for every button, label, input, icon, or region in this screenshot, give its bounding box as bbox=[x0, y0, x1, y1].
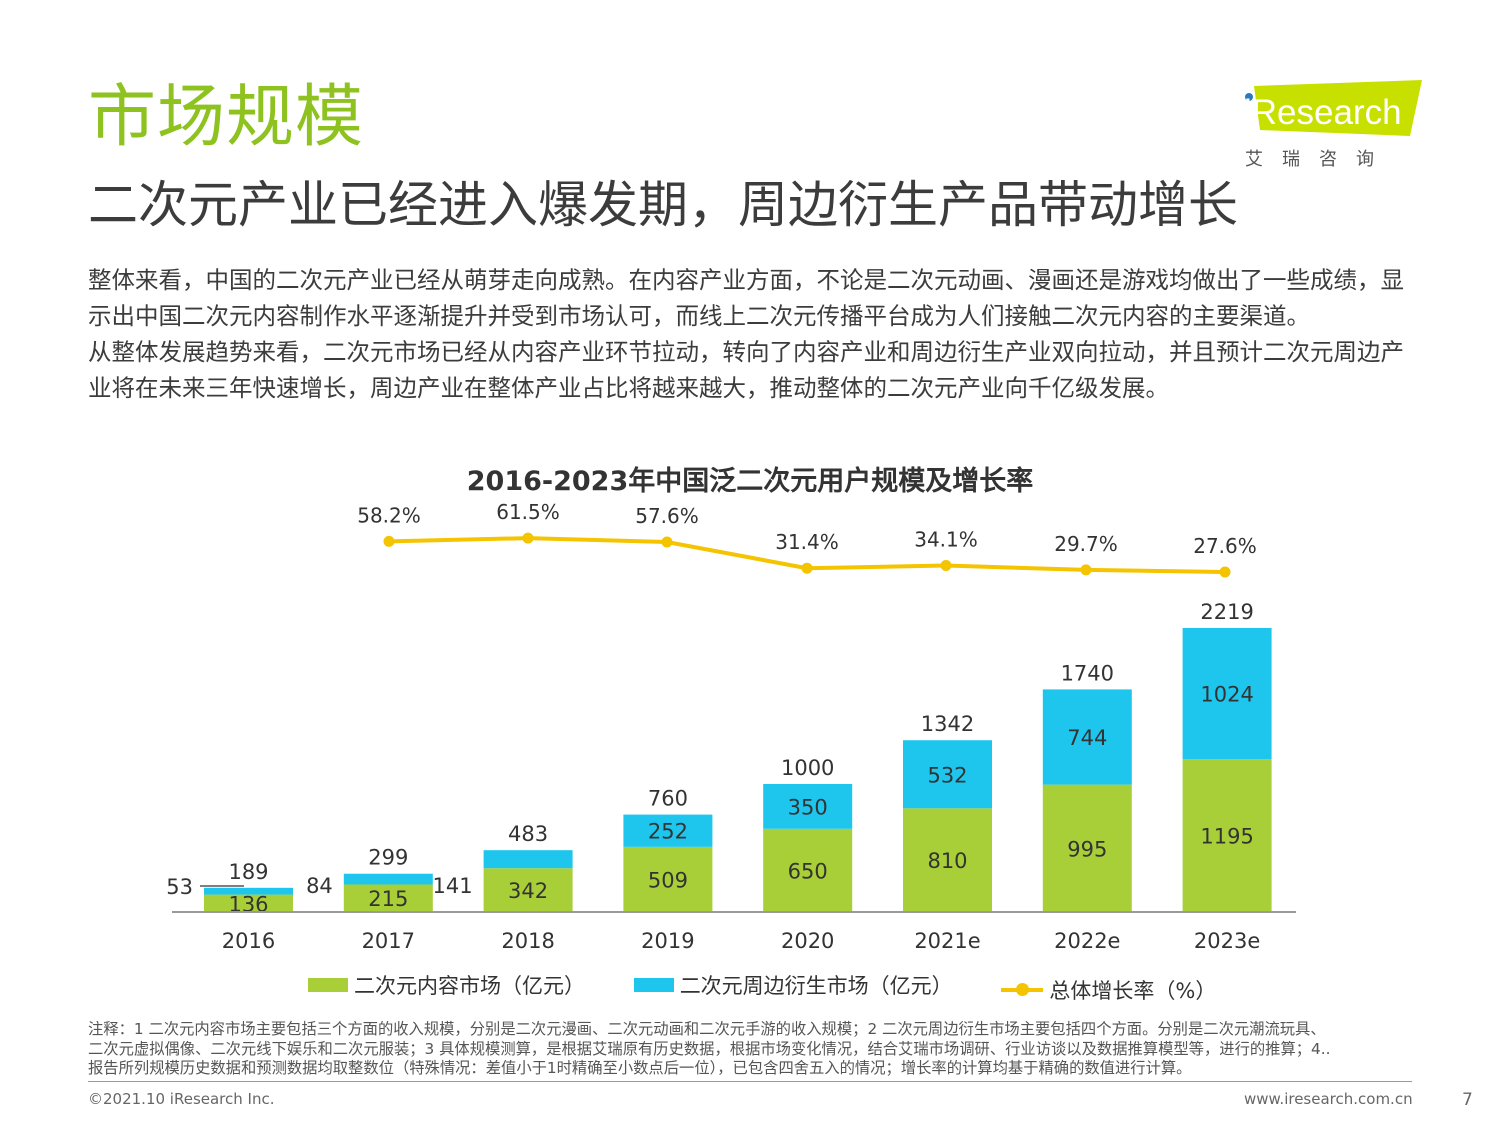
bar-derivative-2020 bbox=[763, 784, 853, 829]
x-tick-labels: 2016 2017 2018 2019 2020 2021e 2022e 2023e bbox=[222, 929, 1261, 953]
label-derivative-2018: 141 bbox=[433, 874, 473, 898]
logo-banner bbox=[1254, 80, 1422, 136]
x-tick-2020: 2020 bbox=[781, 929, 834, 953]
growth-point-2018 bbox=[522, 532, 534, 544]
label-derivative-2021e: 532 bbox=[927, 763, 967, 787]
growth-point-2020 bbox=[801, 562, 813, 574]
label-total-2021e: 1342 bbox=[921, 712, 974, 736]
intro-paragraph-2: 从整体发展趋势来看，二次元市场已经从内容产业环节拉动，转向了内容产业和周边衍生产… bbox=[88, 338, 1404, 402]
bar-derivative-2017 bbox=[343, 873, 433, 885]
label-content-2017: 215 bbox=[368, 887, 408, 911]
growth-rate-line: 58.2% 61.5% 57.6% 31.4% 34.1% 29.7% 27.6% bbox=[357, 500, 1257, 578]
growth-label-2020: 31.4% bbox=[775, 530, 839, 554]
legend-item-derivative: 二次元周边衍生市场（亿元） bbox=[633, 970, 953, 1000]
bar-content-2017 bbox=[343, 884, 433, 912]
page-subtitle: 二次元产业已经进入爆发期，周边衍生产品带动增长 bbox=[88, 176, 1238, 234]
label-content-2021e: 810 bbox=[927, 849, 967, 873]
label-content-2018: 342 bbox=[508, 879, 548, 903]
legend-dot-growth bbox=[1016, 983, 1030, 996]
website-link[interactable]: www.iresearch.com.cn bbox=[1244, 1090, 1413, 1108]
page-number: 7 bbox=[1462, 1090, 1473, 1110]
growth-point-2021e bbox=[940, 560, 952, 571]
bar-content-2022e bbox=[1042, 784, 1132, 912]
intro-text: 整体来看，中国的二次元产业已经从萌芽走向成熟。在内容产业方面，不论是二次元动画、… bbox=[88, 262, 1418, 406]
growth-label-2022e: 29.7% bbox=[1054, 532, 1118, 556]
footnote: 注释：1 二次元内容市场主要包括三个方面的收入规模，分别是二次元漫画、二次元动画… bbox=[88, 1020, 1418, 1079]
label-content-2020: 650 bbox=[788, 859, 828, 883]
label-total-2023e: 2219 bbox=[1200, 600, 1253, 624]
bar-derivative-2018 bbox=[483, 850, 573, 869]
growth-point-2023e bbox=[1219, 566, 1231, 578]
x-tick-2018: 2018 bbox=[501, 929, 554, 953]
label-derivative-2023e: 1024 bbox=[1200, 683, 1253, 707]
label-derivative-2019: 252 bbox=[648, 820, 688, 844]
copyright: ©2021.10 iResearch Inc. bbox=[88, 1090, 275, 1108]
growth-label-2021e: 34.1% bbox=[914, 528, 978, 552]
bar-content-2023e bbox=[1182, 759, 1272, 912]
legend-swatch-derivative bbox=[633, 978, 674, 992]
legend-label-derivative: 二次元周边衍生市场（亿元） bbox=[679, 974, 953, 998]
bar-content-2016 bbox=[204, 894, 293, 912]
bar-derivative-2022e bbox=[1042, 689, 1132, 785]
intro-paragraph-1: 整体来看，中国的二次元产业已经从萌芽走向成熟。在内容产业方面，不论是二次元动画、… bbox=[88, 266, 1404, 330]
x-tick-2016: 2016 bbox=[222, 929, 275, 953]
bar-content-2018 bbox=[483, 868, 573, 912]
bar-derivative-2021e bbox=[903, 740, 992, 809]
growth-label-2019: 57.6% bbox=[635, 504, 699, 528]
growth-label-2018: 61.5% bbox=[496, 500, 560, 524]
x-tick-2021e: 2021e bbox=[914, 929, 980, 953]
growth-label-2017: 58.2% bbox=[357, 503, 421, 527]
logo-subtitle: 艾瑞咨询 bbox=[1245, 149, 1393, 170]
label-derivative-2020: 350 bbox=[788, 795, 828, 819]
page-title: 市场规模 bbox=[88, 78, 365, 157]
label-total-2020: 1000 bbox=[781, 756, 834, 780]
footnote-line-3: 报告所列规模历史数据和预测数据均取整数位（特殊情况：差值小于1时精确至小数点后一… bbox=[88, 1059, 1192, 1077]
label-content-2022e: 995 bbox=[1067, 837, 1107, 861]
label-derivative-2022e: 744 bbox=[1067, 726, 1107, 750]
bar-content-2020 bbox=[763, 828, 853, 912]
legend-label-growth: 总体增长率（%） bbox=[1049, 979, 1217, 1003]
iresearch-logo: iResearch bbox=[1244, 80, 1422, 136]
label-derivative-2017: 84 bbox=[306, 874, 333, 898]
chart-legend: 二次元内容市场（亿元） 二次元周边衍生市场（亿元） 总体增长率（%） bbox=[308, 970, 1258, 1004]
legend-line-growth bbox=[1001, 983, 1044, 996]
footer-divider bbox=[88, 1081, 1412, 1082]
bar-derivative-2023e bbox=[1182, 627, 1272, 760]
chart-title: 2016-2023年中国泛二次元用户规模及增长率 bbox=[466, 466, 1034, 497]
legend-label-content: 二次元内容市场（亿元） bbox=[354, 974, 585, 998]
growth-point-2017 bbox=[383, 535, 395, 547]
bar-layer: 1365318921584299342141483509252760650350… bbox=[166, 600, 1272, 916]
bar-derivative-2016 bbox=[204, 887, 293, 895]
logo-brand: iResearch bbox=[1244, 93, 1402, 132]
legend-swatch-content bbox=[308, 978, 348, 992]
label-total-2019: 760 bbox=[648, 787, 688, 811]
label-total-2018: 483 bbox=[508, 822, 548, 846]
footnote-line-1: 注释：1 二次元内容市场主要包括三个方面的收入规模，分别是二次元漫画、二次元动画… bbox=[88, 1020, 1326, 1038]
x-tick-2019: 2019 bbox=[641, 929, 694, 953]
legend-item-growth: 总体增长率（%） bbox=[1001, 975, 1216, 1005]
label-total-2017: 299 bbox=[368, 846, 408, 870]
label-total-2016: 189 bbox=[228, 860, 268, 884]
label-derivative-2016: 53 bbox=[166, 875, 193, 899]
label-content-2019: 509 bbox=[648, 868, 688, 892]
growth-label-2023e: 27.6% bbox=[1193, 534, 1257, 558]
x-tick-2022e: 2022e bbox=[1054, 929, 1120, 953]
growth-point-2022e bbox=[1080, 564, 1092, 576]
bar-content-2019 bbox=[623, 846, 713, 912]
bar-derivative-2019 bbox=[623, 814, 713, 847]
bar-content-2021e bbox=[903, 808, 992, 912]
x-tick-2023e: 2023e bbox=[1194, 929, 1260, 953]
growth-point-2019 bbox=[661, 536, 673, 548]
x-tick-2017: 2017 bbox=[362, 929, 415, 953]
legend-item-content: 二次元内容市场（亿元） bbox=[308, 970, 585, 1000]
logo-dot bbox=[1245, 93, 1253, 101]
label-total-2022e: 1740 bbox=[1061, 661, 1114, 685]
footnote-line-2: 二次元虚拟偶像、二次元线下娱乐和二次元服装；3 具体规模测算，是根据艾瑞原有历史… bbox=[88, 1039, 1331, 1058]
label-content-2023e: 1195 bbox=[1200, 825, 1253, 849]
